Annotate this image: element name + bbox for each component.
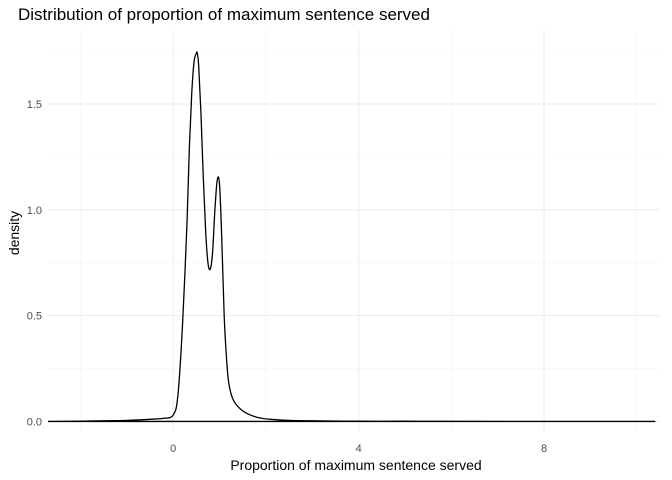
- y-tick-label: 0.0: [27, 416, 42, 428]
- chart-title: Distribution of proportion of maximum se…: [18, 5, 430, 24]
- y-tick-label: 0.5: [27, 311, 42, 323]
- minor-gridlines: [48, 30, 660, 432]
- y-axis-title: density: [6, 211, 22, 255]
- x-axis-title: Proportion of maximum sentence served: [230, 457, 481, 473]
- x-tick-label: 8: [541, 443, 547, 455]
- y-tick-label: 1.5: [27, 99, 42, 111]
- y-axis-ticks: 0.0 0.5 1.0 1.5: [27, 99, 42, 428]
- density-curve: [47, 51, 656, 423]
- x-tick-label: 4: [356, 443, 362, 455]
- major-gridlines: [48, 30, 660, 432]
- x-axis-ticks: 0 4 8: [170, 443, 547, 455]
- density-series: [47, 51, 656, 423]
- y-tick-label: 1.0: [27, 205, 42, 217]
- x-tick-label: 0: [170, 443, 176, 455]
